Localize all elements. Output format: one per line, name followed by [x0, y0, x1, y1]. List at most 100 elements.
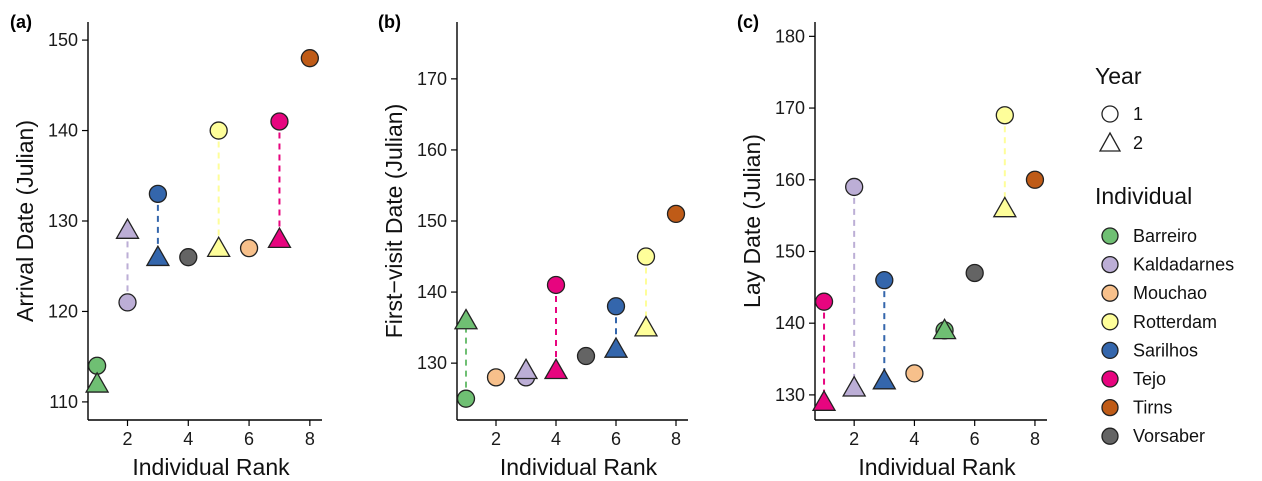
y-tick-label: 130: [775, 385, 805, 405]
x-tick-label: 6: [244, 429, 254, 449]
circle-icon: [1101, 105, 1119, 123]
x-tick-label: 2: [491, 429, 501, 449]
y-tick-label: 150: [417, 211, 447, 231]
point-tejo-year1: [546, 275, 566, 295]
point-mouchao-year1: [905, 364, 924, 383]
point-tirns-year1: [1025, 170, 1045, 189]
point-vorsaber-year1: [179, 248, 198, 267]
legend-item-vorsaber: Vorsaber: [1101, 426, 1205, 446]
y-tick-label: 140: [417, 282, 447, 302]
point-tejo-year2: [811, 389, 837, 411]
legend-individual-list: Barreiro Kaldadarnes Mouchao Rotterdam Saril…: [1101, 226, 1234, 446]
x-tick-label: 8: [1030, 429, 1040, 449]
legend-year-label-1: 1: [1133, 104, 1143, 124]
panel-a: 110 120 130 140 150 2 4 6 8 Individual Rank Arriva…: [10, 12, 322, 480]
panel-b: 130 140 150 160 170 2 4 6 8 Individual Rank First−…: [378, 12, 688, 480]
legend-item-rotterdam: Rotterdam: [1101, 312, 1217, 332]
x-tick-label: 8: [671, 429, 681, 449]
point-tejo-year2: [267, 226, 292, 248]
panel-label: (a): [10, 12, 32, 32]
point-sarilhos-year1: [606, 297, 626, 316]
legend-individual-title: Individual: [1095, 183, 1192, 209]
point-mouchao-year1: [239, 238, 259, 258]
legend-item-sarilhos: Sarilhos: [1101, 340, 1198, 360]
point-sarilhos-year2: [872, 368, 897, 390]
point-vorsaber-year1: [576, 346, 596, 366]
point-tirns-year1: [666, 204, 686, 224]
x-tick-label: 6: [970, 429, 980, 449]
y-tick-label: 170: [417, 69, 447, 89]
x-axis-title: Individual Rank: [858, 454, 1016, 480]
point-rotterdam-year1: [209, 121, 228, 140]
point-rotterdam-year2: [992, 196, 1017, 218]
point-vorsaber-year1: [965, 263, 984, 283]
y-axis-title: Lay Date (Julian): [739, 134, 765, 308]
point-barreiro-year2: [84, 371, 110, 393]
y-tick-label: 140: [775, 313, 805, 333]
legend-swatch-sarilhos: [1101, 341, 1119, 360]
point-kaldadarnes-year1: [845, 177, 864, 197]
point-kaldadarnes-year2: [842, 375, 867, 397]
legend-label-barreiro: Barreiro: [1133, 226, 1197, 246]
point-rotterdam-year1: [636, 247, 656, 266]
legend-item-kaldadarnes: Kaldadarnes: [1101, 255, 1234, 275]
legend-label-sarilhos: Sarilhos: [1133, 340, 1198, 360]
legend-item-mouchao: Mouchao: [1101, 283, 1207, 303]
point-tejo-year2: [543, 357, 569, 380]
point-mouchao-year1: [486, 368, 506, 387]
legend-year-item-1: 1: [1101, 104, 1143, 124]
y-tick-label: 130: [417, 353, 447, 373]
legend-label-vorsaber: Vorsaber: [1133, 426, 1205, 446]
point-barreiro-year2: [932, 318, 957, 340]
point-tejo-year1: [270, 112, 289, 131]
y-tick-label: 170: [775, 98, 805, 118]
point-tirns-year1: [300, 49, 319, 68]
chart-panels: 110 120 130 140 150 2 4 6 8 Individual Rank Arriva…: [10, 12, 1047, 480]
y-tick-label: 150: [775, 241, 805, 261]
x-tick-label: 6: [611, 429, 621, 449]
x-tick-label: 2: [849, 429, 859, 449]
x-tick-label: 8: [305, 429, 315, 449]
y-tick-label: 110: [49, 392, 78, 412]
point-rotterdam-year2: [206, 235, 231, 258]
legend-item-tejo: Tejo: [1101, 369, 1166, 389]
triangle-icon: [1098, 131, 1122, 152]
point-tejo-year1: [814, 292, 834, 311]
x-tick-label: 2: [122, 429, 132, 449]
y-tick-label: 160: [417, 140, 447, 160]
point-rotterdam-year1: [995, 106, 1014, 125]
point-rotterdam-year2: [633, 315, 659, 337]
panel-label: (b): [378, 12, 401, 32]
point-kaldadarnes-year2: [513, 357, 539, 380]
y-axis-title: Arrival Date (Julian): [12, 120, 38, 322]
legend-label-mouchao: Mouchao: [1133, 283, 1207, 303]
legend-label-kaldadarnes: Kaldadarnes: [1133, 255, 1234, 275]
legend-swatch-kaldadarnes: [1101, 255, 1119, 274]
legend-swatch-rotterdam: [1101, 313, 1119, 331]
legend-year-item-2: 2: [1098, 131, 1143, 153]
x-axis-title: Individual Rank: [500, 454, 658, 480]
panel-c: 130 140 150 160 170 180 2 4 6 8 Individual Rank Lay…: [737, 12, 1047, 480]
legend-label-tejo: Tejo: [1133, 369, 1166, 389]
legend: Year 1 2 Individual Barreiro Kaldadarnes M…: [1095, 63, 1234, 446]
y-tick-label: 150: [48, 30, 78, 50]
y-tick-label: 130: [48, 211, 78, 231]
x-tick-label: 4: [183, 429, 193, 449]
panel-label: (c): [737, 12, 759, 32]
x-axis-title: Individual Rank: [132, 454, 290, 480]
legend-item-tirns: Tirns: [1101, 398, 1172, 418]
point-barreiro-year1: [456, 389, 476, 408]
point-barreiro-year2: [453, 308, 479, 330]
y-tick-label: 140: [48, 121, 78, 141]
legend-swatch-mouchao: [1101, 284, 1119, 302]
y-tick-label: 120: [48, 301, 78, 321]
y-axis-title: First−visit Date (Julian): [381, 104, 407, 339]
legend-swatch-tejo: [1101, 370, 1119, 388]
legend-item-barreiro: Barreiro: [1101, 226, 1197, 246]
legend-label-rotterdam: Rotterdam: [1133, 312, 1217, 332]
point-sarilhos-year1: [875, 271, 894, 290]
legend-swatch-barreiro: [1101, 227, 1119, 245]
legend-label-tirns: Tirns: [1133, 398, 1172, 418]
point-sarilhos-year2: [603, 336, 629, 358]
